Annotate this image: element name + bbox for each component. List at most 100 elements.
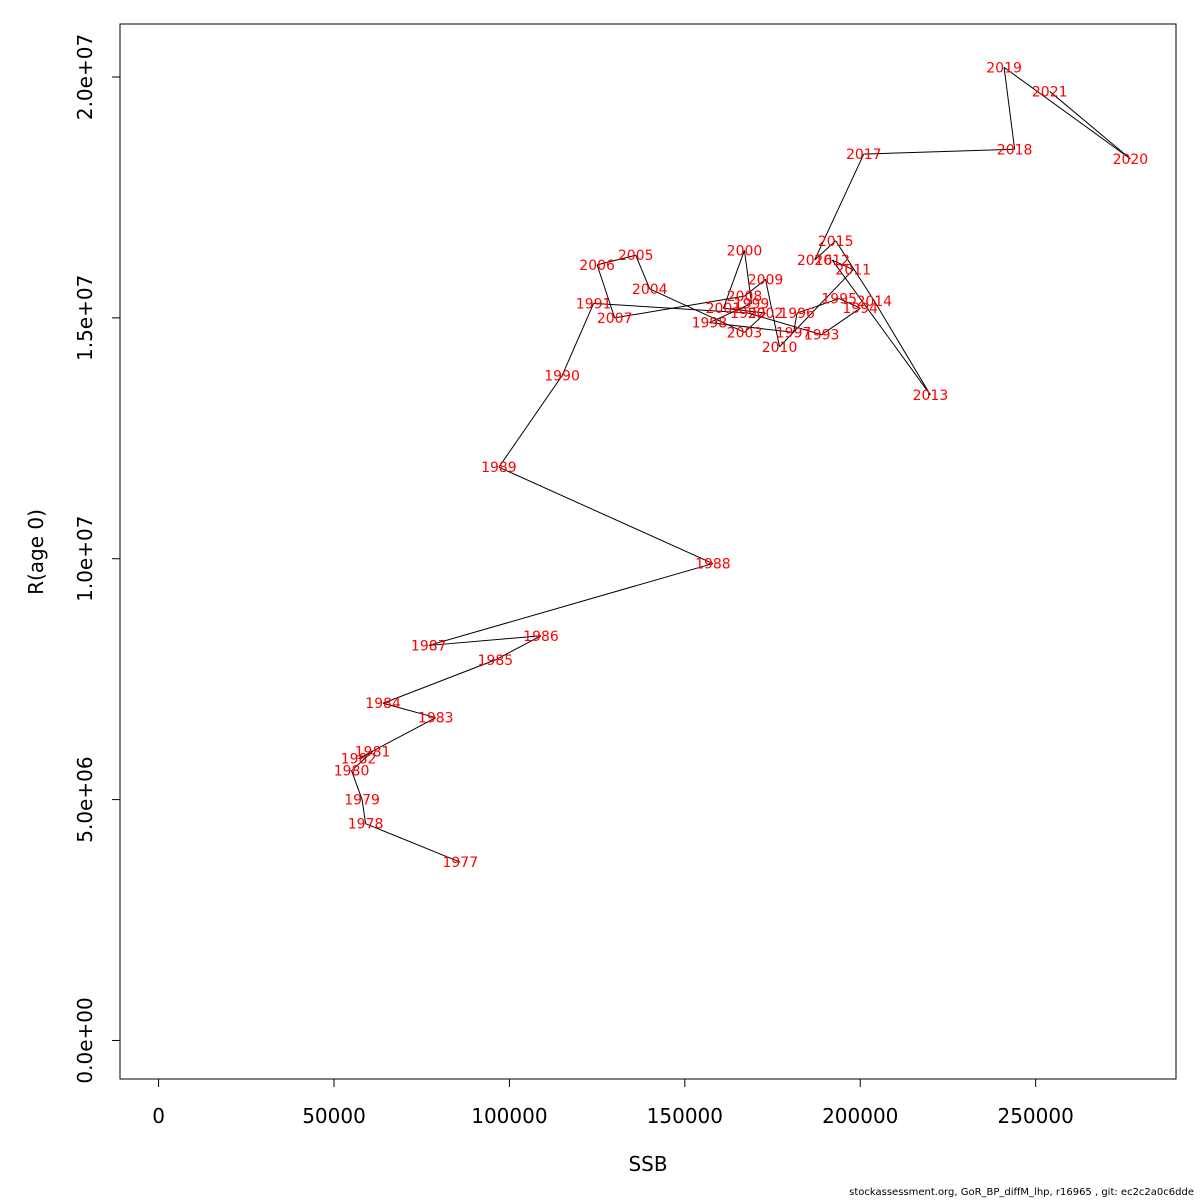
- series-segment: [498, 375, 563, 468]
- point-label-2004: 2004: [632, 282, 668, 298]
- series-segment: [428, 563, 714, 646]
- series-segment: [747, 312, 822, 336]
- series-segment: [561, 303, 595, 376]
- series-segment: [1003, 67, 1016, 150]
- point-label-2005: 2005: [618, 248, 654, 264]
- point-label-1991: 1991: [576, 296, 612, 312]
- point-label-2000: 2000: [727, 243, 763, 259]
- series-segment: [838, 298, 861, 309]
- series-segment: [873, 300, 931, 396]
- series-segment: [635, 255, 651, 290]
- point-label-2021: 2021: [1032, 84, 1068, 100]
- y-tick-label: 1.0e+07: [73, 516, 97, 602]
- point-label-1982: 1982: [341, 752, 377, 768]
- y-tick-label: 0.0e+00: [73, 997, 97, 1083]
- plot-frame: [119, 23, 1177, 1080]
- point-label-2003: 2003: [727, 325, 763, 341]
- series-segment: [498, 466, 714, 564]
- point-label-1998: 1998: [692, 316, 728, 332]
- point-label-1993: 1993: [804, 328, 840, 344]
- point-label-1984: 1984: [365, 696, 401, 712]
- point-label-2012: 2012: [814, 253, 850, 269]
- series-segment: [382, 702, 436, 719]
- series-segment: [814, 153, 865, 261]
- point-label-1980: 1980: [334, 764, 370, 780]
- series-segment: [361, 799, 367, 824]
- point-label-1994: 1994: [842, 301, 878, 317]
- series-segment: [614, 295, 745, 319]
- y-axis: 0.0e+00 5.0e+06 1.0e+07 1.5e+07 2.0e+07: [73, 34, 121, 1084]
- series-segment: [382, 659, 496, 704]
- x-tick-label: 200000: [822, 1104, 898, 1128]
- point-label-1999: 1999: [734, 296, 770, 312]
- series-segment: [649, 288, 745, 333]
- point-label-2017: 2017: [846, 147, 882, 163]
- series-segment: [744, 312, 766, 333]
- y-tick-label: 5.0e+06: [73, 756, 97, 842]
- point-label-1996: 1996: [779, 306, 815, 322]
- point-label-2014: 2014: [856, 294, 892, 310]
- series-segment: [765, 279, 781, 347]
- series-segment: [863, 148, 1015, 155]
- point-label-1987: 1987: [411, 638, 447, 654]
- point-label-1983: 1983: [418, 711, 454, 727]
- point-label-1977: 1977: [442, 855, 478, 871]
- x-tick-label: 100000: [471, 1104, 547, 1128]
- point-label-2001: 2001: [706, 301, 742, 317]
- series-segment: [1049, 91, 1131, 160]
- x-tick-label: 250000: [997, 1104, 1073, 1128]
- point-label-1981: 1981: [355, 744, 391, 760]
- series-path-group: [351, 66, 1131, 863]
- series-segment: [831, 259, 854, 271]
- point-label-2018: 2018: [997, 142, 1033, 158]
- y-tick-label: 2.0e+07: [73, 34, 97, 120]
- point-label-2007: 2007: [597, 311, 633, 327]
- point-label-2019: 2019: [986, 60, 1022, 76]
- point-label-2020: 2020: [1113, 152, 1149, 168]
- series-segment: [821, 307, 861, 336]
- point-label-1992: 1992: [730, 306, 766, 322]
- series-segment: [596, 264, 616, 319]
- point-label-1979: 1979: [344, 793, 380, 809]
- point-label-2009: 2009: [748, 272, 784, 288]
- y-tick-label: 1.5e+07: [73, 275, 97, 361]
- x-tick-label: 0: [152, 1104, 165, 1128]
- point-label-1997: 1997: [776, 325, 812, 341]
- series-segment: [793, 312, 798, 333]
- point-label-2013: 2013: [913, 388, 949, 404]
- point-label-2010: 2010: [762, 340, 798, 356]
- series-segment: [428, 635, 542, 646]
- series-segment: [597, 254, 636, 266]
- footer-note: stockassessment.org, GoR_BP_diffM_lhp, r…: [849, 1187, 1194, 1198]
- point-label-2002: 2002: [748, 306, 784, 322]
- point-label-1988: 1988: [695, 557, 731, 573]
- point-label-1978: 1978: [348, 817, 384, 833]
- series-segment: [814, 240, 837, 261]
- series-segment: [835, 240, 875, 302]
- series-segment: [723, 307, 766, 314]
- point-label-1986: 1986: [523, 629, 559, 645]
- series-segment: [351, 751, 373, 772]
- y-axis-title: R(age 0): [24, 509, 48, 595]
- series-segment: [351, 770, 363, 800]
- point-label-2016: 2016: [797, 253, 833, 269]
- point-label-1990: 1990: [544, 369, 580, 385]
- series-segment: [743, 250, 752, 304]
- series-segment: [495, 635, 542, 661]
- series-segment: [1003, 66, 1131, 160]
- point-label-1995: 1995: [821, 292, 857, 308]
- series-segment: [722, 250, 745, 309]
- series-segment: [709, 322, 794, 333]
- point-label-2015: 2015: [818, 234, 854, 250]
- point-label-2006: 2006: [579, 258, 615, 274]
- point-label-1985: 1985: [478, 653, 514, 669]
- point-label-1989: 1989: [481, 460, 517, 476]
- point-label-2008: 2008: [727, 289, 763, 305]
- x-tick-label: 50000: [302, 1104, 366, 1128]
- series-segment: [779, 269, 854, 348]
- point-label-2011: 2011: [835, 263, 871, 279]
- x-axis: 0 50000 100000 150000 200000 250000: [152, 1078, 1074, 1128]
- series-segment: [365, 823, 461, 863]
